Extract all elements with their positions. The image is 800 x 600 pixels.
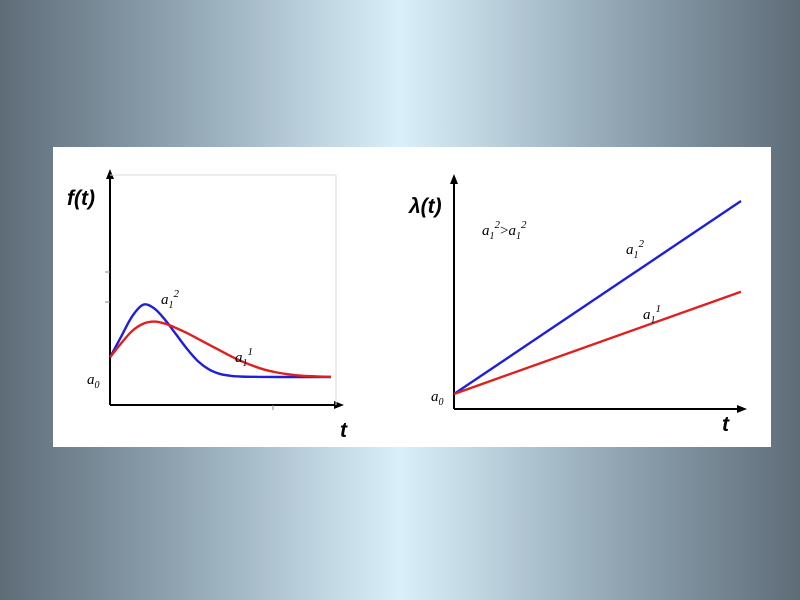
right-y-label: λ(t) bbox=[408, 195, 442, 218]
left-chart: f(t) t a0 a12 a11 bbox=[67, 169, 348, 442]
right-series-group bbox=[453, 200, 742, 396]
left-series-group bbox=[108, 303, 332, 379]
left-y-label: f(t) bbox=[67, 187, 95, 210]
right-x-label: t bbox=[722, 413, 730, 436]
right-x-arrow bbox=[737, 405, 747, 413]
left-x-label: t bbox=[340, 419, 348, 442]
left-series-label-a1-2: a12 bbox=[161, 288, 180, 311]
right-series-label-a1-2: a12 bbox=[626, 238, 645, 261]
right-y-arrow bbox=[450, 174, 458, 184]
right-series-line-a1-1 bbox=[453, 290, 742, 396]
charts-panel: f(t) t a0 a12 a11 λ(t) t a0 a12>a12 a12 … bbox=[53, 147, 771, 447]
left-y-arrow bbox=[106, 169, 114, 179]
right-origin-label: a0 bbox=[431, 389, 444, 408]
right-series-label-a1-1: a11 bbox=[643, 303, 661, 326]
left-series-line-a1-2 bbox=[108, 303, 331, 379]
right-annotation: a12>a12 bbox=[482, 219, 527, 242]
left-series-line-a1-1 bbox=[109, 320, 332, 379]
left-origin-label: a0 bbox=[87, 372, 100, 391]
right-series-line-a1-2 bbox=[453, 200, 742, 395]
charts-svg: f(t) t a0 a12 a11 λ(t) t a0 a12>a12 a12 … bbox=[67, 169, 747, 442]
right-chart: λ(t) t a0 a12>a12 a12 a11 bbox=[408, 174, 747, 436]
